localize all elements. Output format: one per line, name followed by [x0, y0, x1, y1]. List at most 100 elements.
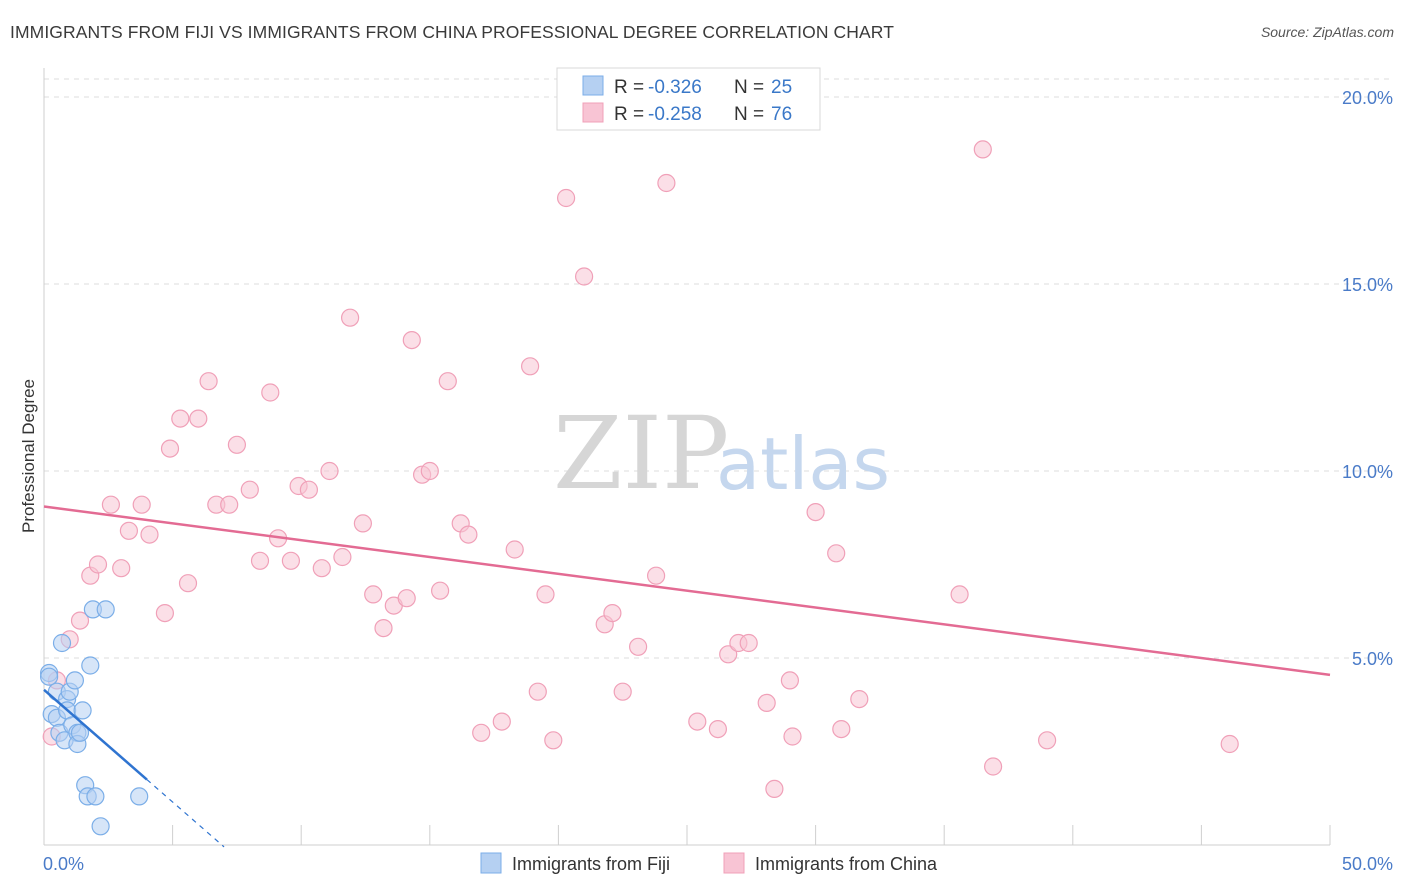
- point-china-15: [189, 409, 208, 428]
- series-legend-label-fiji: Immigrants from Fiji: [512, 854, 670, 874]
- point-china-6: [101, 495, 121, 514]
- data-points: [39, 140, 1239, 836]
- point-china-57: [657, 173, 676, 193]
- point-china-72: [973, 140, 992, 159]
- point-china-73: [983, 757, 1003, 776]
- point-china-18: [220, 495, 239, 514]
- point-china-68: [827, 544, 846, 563]
- point-china-63: [757, 693, 776, 713]
- point-china-30: [341, 308, 360, 327]
- legend-swatch-china: [582, 102, 604, 123]
- point-china-9: [132, 495, 151, 514]
- source-label: Source: ZipAtlas.com: [1260, 24, 1394, 40]
- y-tick-label-1: 10.0%: [1342, 462, 1393, 482]
- y-tick-label-0: 5.0%: [1352, 649, 1393, 669]
- point-china-38: [420, 461, 439, 481]
- legend-n-label-china: N =: [734, 104, 764, 125]
- watermark-atlas: atlas: [716, 422, 890, 506]
- point-china-66: [783, 727, 802, 746]
- point-china-39: [431, 581, 450, 600]
- point-china-33: [374, 618, 393, 638]
- point-china-64: [765, 779, 784, 799]
- legend-r-value-china: -0.258: [648, 104, 702, 125]
- chart-title: IMMIGRANTS FROM FIJI VS IMMIGRANTS FROM …: [10, 22, 895, 42]
- y-axis-label: Professional Degree: [19, 379, 38, 533]
- legend-r-label-china: R =: [614, 104, 644, 125]
- series-legend: Immigrants from Fiji Immigrants from Chi…: [480, 852, 938, 874]
- point-fiji-24: [130, 787, 149, 806]
- point-china-5: [88, 555, 108, 574]
- point-china-27: [312, 559, 331, 578]
- legend-n-value-china: 76: [771, 104, 792, 125]
- point-china-58: [688, 712, 707, 731]
- point-china-29: [333, 547, 352, 567]
- point-china-44: [492, 712, 511, 731]
- point-china-19: [227, 435, 246, 454]
- watermark: ZIP atlas: [553, 395, 890, 512]
- point-china-75: [1220, 734, 1239, 754]
- series-legend-swatch-fiji: [480, 852, 502, 874]
- point-fiji-19: [81, 656, 100, 675]
- point-china-12: [160, 439, 180, 458]
- point-china-36: [402, 331, 421, 350]
- correlation-legend: R = -0.326 N = 25 R = -0.258 N = 76: [556, 67, 821, 131]
- point-china-55: [628, 637, 648, 656]
- legend-n-value-fiji: 25: [771, 77, 792, 98]
- point-china-53: [603, 603, 622, 623]
- legend-n-label-fiji: N =: [734, 77, 764, 98]
- point-fiji-23: [96, 600, 115, 619]
- y-tick-label-2: 15.0%: [1342, 275, 1393, 295]
- y-tick-labels: 5.0% 10.0% 15.0% 20.0%: [1342, 88, 1393, 669]
- point-china-43: [472, 723, 491, 742]
- watermark-zip: ZIP: [553, 395, 729, 512]
- point-china-7: [112, 559, 131, 578]
- x-tick-labels: 0.0% 50.0%: [43, 854, 1393, 874]
- point-china-16: [199, 372, 218, 391]
- point-fiji-21: [86, 787, 105, 806]
- point-china-48: [536, 585, 555, 604]
- point-fiji-6: [52, 633, 72, 653]
- point-china-69: [832, 719, 851, 739]
- point-china-62: [739, 633, 758, 653]
- series-legend-label-china: Immigrants from China: [755, 854, 938, 874]
- point-china-50: [556, 188, 576, 208]
- trend-lines: [43, 505, 1331, 848]
- point-fiji-16: [73, 701, 92, 720]
- point-china-35: [397, 589, 416, 608]
- trend-line-fiji: [43, 688, 148, 781]
- point-china-60: [719, 645, 738, 664]
- x-tick-label-1: 50.0%: [1342, 854, 1393, 874]
- y-tick-label-3: 20.0%: [1342, 88, 1393, 108]
- point-china-21: [250, 551, 270, 570]
- point-china-45: [505, 540, 524, 559]
- point-china-8: [119, 521, 138, 540]
- point-china-74: [1037, 731, 1057, 750]
- point-fiji-15: [70, 723, 90, 742]
- point-china-46: [520, 357, 540, 376]
- point-china-56: [646, 566, 666, 585]
- point-china-67: [806, 502, 825, 522]
- point-china-24: [281, 551, 300, 570]
- point-fiji-1: [39, 667, 59, 686]
- point-china-11: [155, 603, 174, 623]
- point-china-28: [320, 461, 339, 481]
- point-china-42: [459, 525, 478, 544]
- point-china-10: [140, 525, 159, 544]
- point-china-13: [171, 409, 190, 428]
- point-china-65: [780, 671, 800, 690]
- x-tick-label-0: 0.0%: [43, 854, 84, 874]
- point-china-47: [528, 682, 547, 701]
- trend-line-china: [43, 505, 1331, 677]
- point-fiji-12: [65, 671, 85, 690]
- point-china-14: [178, 574, 198, 593]
- legend-r-label-fiji: R =: [614, 77, 644, 98]
- point-china-3: [70, 611, 90, 630]
- point-fiji-22: [91, 817, 110, 836]
- trend-line-fiji-extension: [146, 779, 225, 848]
- point-china-32: [364, 585, 383, 604]
- point-china-31: [353, 514, 372, 533]
- point-china-22: [261, 383, 280, 402]
- series-legend-swatch-china: [723, 852, 745, 874]
- point-china-59: [708, 719, 728, 739]
